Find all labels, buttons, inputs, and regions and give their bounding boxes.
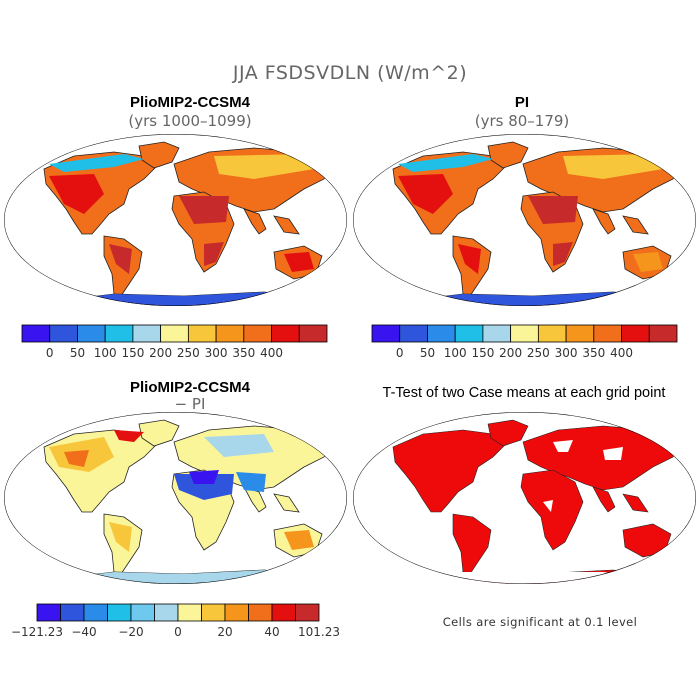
colorbar-panel1-box <box>104 324 134 343</box>
colorbar-panel1-box <box>21 324 51 343</box>
colorbar-panel1: 0 50 100 150 200 250 300 350 400 <box>21 324 328 360</box>
colorbar-panel3-tick-label: 101.23 <box>298 625 340 639</box>
colorbar-panel3-box <box>154 603 179 622</box>
colorbar-panel3-box <box>271 603 296 622</box>
colorbar-panel2-tick-label: 250 <box>527 346 550 360</box>
colorbar-panel1-tick-label: 350 <box>232 346 255 360</box>
colorbar-panel2-tick-label: 100 <box>444 346 467 360</box>
colorbar-panel1-box <box>215 324 245 343</box>
colorbar-panel3-tick-label: −20 <box>118 625 143 639</box>
colorbar-panel2-box <box>371 324 401 343</box>
panel4-map <box>353 412 696 584</box>
panel2-map <box>353 134 696 306</box>
colorbar-panel2-box <box>482 324 512 343</box>
colorbar-panel2-box <box>621 324 650 343</box>
colorbar-panel2-box <box>593 324 622 343</box>
panel2-subtitle: (yrs 80–179) <box>474 112 570 130</box>
colorbar-panel1-box <box>77 324 106 343</box>
colorbar-panel3-box <box>177 603 202 622</box>
colorbar-panel1-tick-label: 150 <box>121 346 144 360</box>
colorbar-panel2-box <box>399 324 428 343</box>
colorbar-panel2-box <box>648 324 678 343</box>
significance-note: Cells are significant at 0.1 level <box>442 615 638 629</box>
colorbar-panel3-tick-label: 20 <box>217 625 232 639</box>
colorbar-panel3-box <box>83 603 108 622</box>
colorbar-panel3-box <box>224 603 249 622</box>
colorbar-panel1-tick-label: 100 <box>94 346 117 360</box>
colorbar-panel2-box <box>427 324 456 343</box>
colorbar-panel1-box <box>132 324 162 343</box>
colorbar-panel3-tick-label: 40 <box>264 625 279 639</box>
colorbar-panel2-box <box>454 324 484 343</box>
colorbar-panel1-tick-label: 300 <box>205 346 228 360</box>
colorbar-panel2-tick-label: 150 <box>471 346 494 360</box>
colorbar-panel1-box <box>271 324 300 343</box>
colorbar-panel3: −121.23 −40 −20 0 20 40 101.23 <box>11 603 340 639</box>
colorbar-panel3-box <box>60 603 85 622</box>
panel3-title: PlioMIP2-CCSM4 <box>129 379 250 396</box>
colorbar-panel1-tick-label: 50 <box>70 346 85 360</box>
colorbar-panel3-box <box>36 603 61 622</box>
colorbar-panel2-box <box>565 324 595 343</box>
figure-title: JJA FSDSVDLN (W/m^2) <box>232 62 468 84</box>
colorbar-panel2-tick-label: 0 <box>396 346 404 360</box>
colorbar-panel1-box <box>298 324 328 343</box>
colorbar-panel1-box <box>49 324 78 343</box>
panel1-title: PlioMIP2-CCSM4 <box>129 94 250 111</box>
colorbar-panel1-box <box>160 324 189 343</box>
colorbar-panel2-tick-label: 350 <box>582 346 605 360</box>
colorbar-panel2-box <box>537 324 567 343</box>
colorbar-panel1-tick-label: 250 <box>177 346 200 360</box>
colorbar-panel3-box <box>130 603 155 622</box>
colorbar-panel2-tick-label: 200 <box>499 346 522 360</box>
colorbar-panel1-box <box>243 324 272 343</box>
colorbar-panel2: 0 50 100 150 200 250 300 350 400 <box>371 324 678 360</box>
colorbar-panel1-tick-label: 400 <box>260 346 283 360</box>
colorbar-panel3-box <box>201 603 226 622</box>
colorbar-panel1-tick-label: 0 <box>46 346 54 360</box>
colorbar-panel2-box <box>510 324 539 343</box>
colorbar-panel3-box <box>107 603 132 622</box>
colorbar-panel2-tick-label: 400 <box>610 346 633 360</box>
panel4-title: T-Test of two Case means at each grid po… <box>382 385 666 401</box>
panel1-map <box>4 134 347 306</box>
colorbar-panel1-tick-label: 200 <box>149 346 172 360</box>
panel3-subtitle: − PI <box>174 395 206 413</box>
colorbar-panel3-box <box>295 603 320 622</box>
colorbar-panel2-tick-label: 300 <box>555 346 578 360</box>
panel1-subtitle: (yrs 1000–1099) <box>128 112 252 130</box>
colorbar-panel1-box <box>187 324 217 343</box>
colorbar-panel3-tick-label: 0 <box>174 625 182 639</box>
colorbar-panel3-tick-label: −121.23 <box>11 625 63 639</box>
colorbar-panel2-tick-label: 50 <box>420 346 435 360</box>
colorbar-panel3-tick-label: −40 <box>71 625 96 639</box>
colorbar-panel3-box <box>248 603 273 622</box>
panel3-map <box>4 412 347 584</box>
panel2-title: PI <box>514 94 530 111</box>
